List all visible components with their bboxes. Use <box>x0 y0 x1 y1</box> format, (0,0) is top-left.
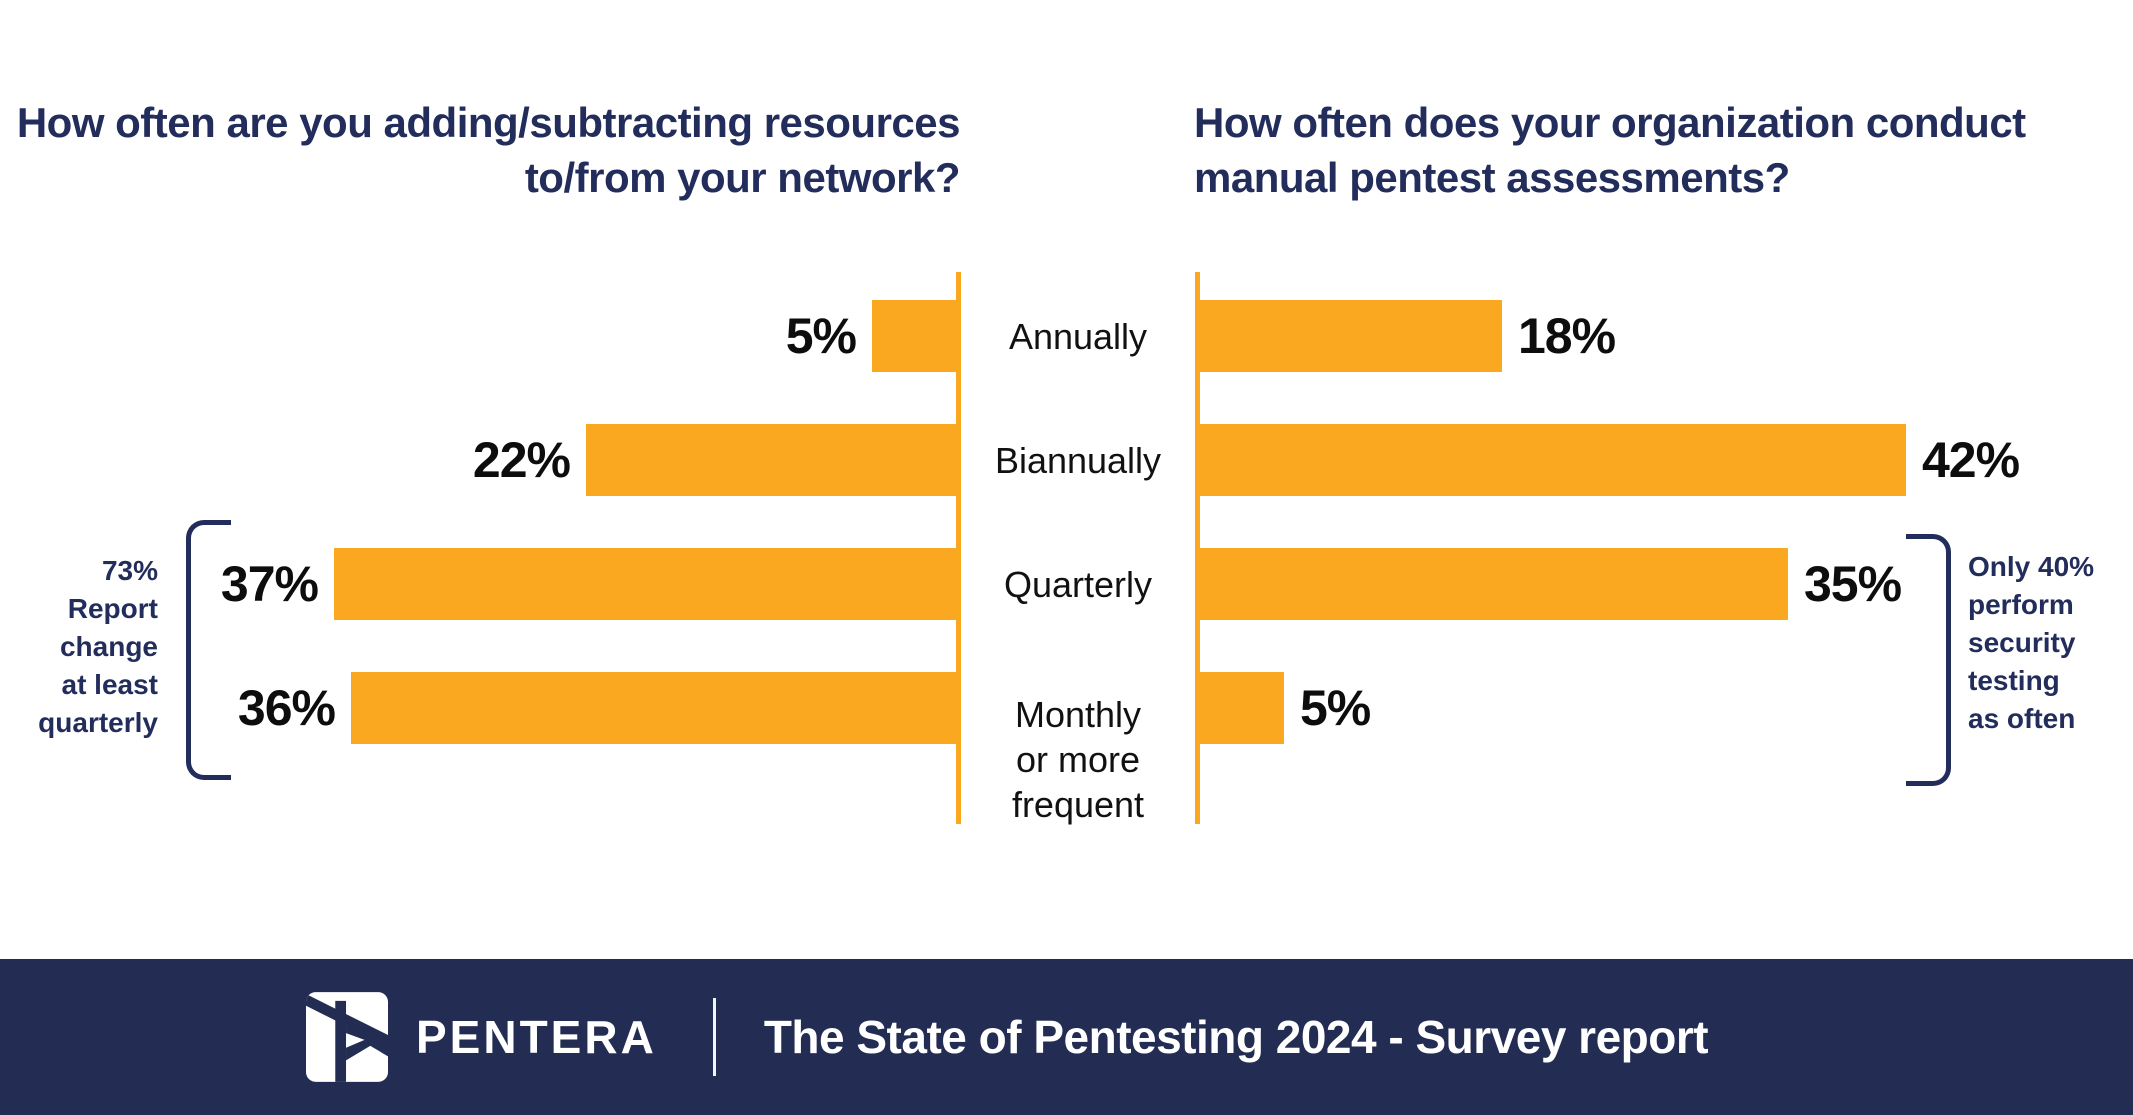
brand-wordmark: PENTERA <box>416 1011 657 1063</box>
value-right-biannually: 42% <box>1922 432 2020 488</box>
bar-left-annually <box>872 300 956 372</box>
value-left-biannually: 22% <box>472 432 571 488</box>
right-axis-line <box>1195 272 1200 824</box>
left-chart-title: How often are you adding/subtracting res… <box>16 99 961 202</box>
right-annotation: Only 40% perform security testing as oft… <box>1968 551 2095 735</box>
bar-right-biannually <box>1200 424 1906 496</box>
value-left-monthly: 36% <box>237 680 336 736</box>
category-label-biannually: Biannually <box>994 439 1162 481</box>
footer-divider <box>712 998 716 1076</box>
pentera-logo-icon <box>306 992 388 1082</box>
value-right-annually: 18% <box>1518 308 1616 364</box>
bar-right-quarterly <box>1200 548 1788 620</box>
category-label-annually: Annually <box>1008 315 1148 357</box>
bar-left-quarterly <box>334 548 956 620</box>
bar-left-biannually <box>586 424 956 496</box>
value-left-annually: 5% <box>785 308 857 364</box>
left-axis-line <box>956 272 961 824</box>
bar-right-monthly <box>1200 672 1284 744</box>
bar-left-monthly <box>351 672 956 744</box>
value-right-quarterly: 35% <box>1804 556 1902 612</box>
category-label-quarterly: Quarterly <box>1003 563 1153 605</box>
report-title: The State of Pentesting 2024 - Survey re… <box>763 1011 1709 1063</box>
footer-bar: PENTERA The State of Pentesting 2024 - S… <box>0 959 2133 1115</box>
category-label-monthly: Monthly or more frequent <box>1011 694 1145 825</box>
right-bracket <box>1906 534 1951 786</box>
left-bracket <box>186 520 231 780</box>
value-left-quarterly: 37% <box>220 556 319 612</box>
value-right-monthly: 5% <box>1300 680 1371 736</box>
left-annotation: 73% Report change at least quarterly <box>38 555 158 739</box>
right-chart-title: How often does your organization conduct… <box>1194 99 2026 202</box>
bar-right-annually <box>1200 300 1502 372</box>
